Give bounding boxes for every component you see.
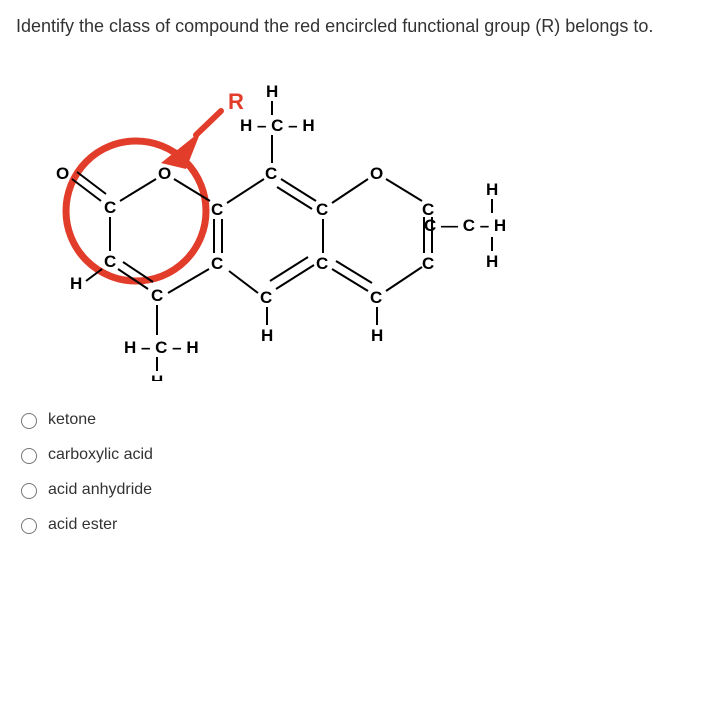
atom-C: C <box>211 254 223 273</box>
atom-C: C <box>104 252 116 271</box>
atom-C: C <box>151 286 163 305</box>
chemical-structure-diagram: R O C C H C H – C – H H O C C C H – C – … <box>46 61 701 386</box>
radio-carboxylic-acid[interactable] <box>21 448 37 464</box>
atom-C: C <box>260 288 272 307</box>
atom-C: C <box>104 198 116 217</box>
option-label: acid anhydride <box>48 481 152 499</box>
atom-C2: C <box>422 200 434 219</box>
atom-C3: C <box>422 254 434 273</box>
atom-C: C <box>316 254 328 273</box>
methyl-top-line2: H – C – H <box>240 116 315 135</box>
question-text: Identify the class of compound the red e… <box>16 16 701 37</box>
option-acid-ester[interactable]: acid ester <box>16 515 701 534</box>
radio-acid-ester[interactable] <box>21 518 37 534</box>
atom-H: H <box>70 274 82 293</box>
atom-C: C <box>370 288 382 307</box>
radio-ketone[interactable] <box>21 413 37 429</box>
option-label: ketone <box>48 411 96 429</box>
methyl-bottom-line1: H – C – H <box>124 338 199 357</box>
atom-H: H <box>486 252 498 271</box>
methyl-top-line1: H <box>266 82 278 101</box>
option-label: carboxylic acid <box>48 446 153 464</box>
atom-C: C <box>265 164 277 183</box>
atom-H: H <box>261 326 273 345</box>
option-acid-anhydride[interactable]: acid anhydride <box>16 480 701 499</box>
atom-H: H <box>371 326 383 345</box>
answer-options: ketone carboxylic acid acid anhydride ac… <box>16 410 701 534</box>
r-label: R <box>228 89 244 114</box>
atom-O: O <box>158 164 171 183</box>
atom-O: O <box>56 164 69 183</box>
radio-acid-anhydride[interactable] <box>21 483 37 499</box>
r-arrow <box>161 111 221 169</box>
option-label: acid ester <box>48 516 117 534</box>
atom-H: H <box>486 180 498 199</box>
atom-O: O <box>370 164 383 183</box>
atom-C: C <box>211 200 223 219</box>
option-ketone[interactable]: ketone <box>16 410 701 429</box>
methyl-bottom-line2: H <box>151 372 163 381</box>
methyl-right-mid: C — C – H <box>424 216 506 235</box>
atom-C: C <box>316 200 328 219</box>
option-carboxylic-acid[interactable]: carboxylic acid <box>16 445 701 464</box>
